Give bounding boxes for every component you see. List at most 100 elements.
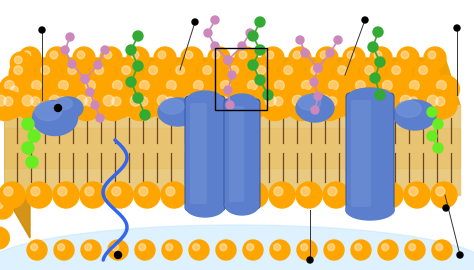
Circle shape [355, 187, 364, 196]
Circle shape [324, 240, 344, 260]
Circle shape [85, 187, 94, 196]
Circle shape [323, 182, 349, 208]
Circle shape [301, 97, 310, 106]
Ellipse shape [394, 100, 436, 130]
Circle shape [161, 92, 187, 118]
Circle shape [31, 80, 41, 90]
Circle shape [248, 31, 258, 41]
Circle shape [255, 75, 265, 85]
Circle shape [100, 47, 122, 69]
Polygon shape [5, 58, 460, 105]
Circle shape [350, 182, 376, 208]
Circle shape [428, 51, 436, 59]
Circle shape [265, 95, 276, 106]
Circle shape [112, 97, 121, 106]
Circle shape [10, 86, 18, 94]
Circle shape [316, 47, 338, 69]
Circle shape [296, 75, 324, 103]
Circle shape [161, 182, 187, 208]
Circle shape [255, 17, 265, 27]
Circle shape [328, 97, 337, 106]
Circle shape [4, 97, 13, 106]
Circle shape [233, 89, 264, 120]
Ellipse shape [227, 94, 257, 112]
Circle shape [377, 75, 405, 103]
Circle shape [130, 95, 141, 106]
Circle shape [133, 61, 143, 71]
Circle shape [0, 182, 25, 208]
Circle shape [427, 95, 438, 106]
Circle shape [73, 47, 95, 69]
Circle shape [247, 80, 257, 90]
Circle shape [26, 92, 52, 118]
Circle shape [362, 17, 368, 23]
Circle shape [235, 47, 257, 69]
Circle shape [289, 47, 311, 69]
Circle shape [211, 42, 219, 50]
Circle shape [248, 60, 258, 70]
Circle shape [346, 95, 357, 106]
Circle shape [80, 182, 106, 208]
Circle shape [28, 130, 40, 142]
Circle shape [347, 51, 355, 59]
Circle shape [181, 47, 203, 69]
Circle shape [206, 89, 237, 120]
Circle shape [193, 97, 202, 106]
Circle shape [274, 187, 283, 196]
Circle shape [44, 89, 74, 120]
Circle shape [80, 75, 109, 103]
Circle shape [203, 66, 211, 75]
Circle shape [81, 240, 101, 260]
Circle shape [139, 97, 148, 106]
Circle shape [427, 131, 437, 141]
Circle shape [0, 197, 13, 219]
Circle shape [193, 244, 200, 251]
Circle shape [246, 244, 254, 251]
Circle shape [0, 95, 6, 106]
Circle shape [355, 97, 364, 106]
Circle shape [188, 75, 216, 103]
Circle shape [112, 244, 118, 251]
Circle shape [166, 97, 175, 106]
Circle shape [404, 182, 430, 208]
Circle shape [107, 182, 133, 208]
Circle shape [139, 244, 146, 251]
Circle shape [85, 244, 91, 251]
Circle shape [424, 47, 446, 69]
Circle shape [41, 66, 50, 75]
Circle shape [301, 187, 310, 196]
FancyBboxPatch shape [185, 96, 225, 211]
Circle shape [409, 244, 416, 251]
Bar [5, 105, 460, 195]
Circle shape [242, 75, 270, 103]
Circle shape [350, 92, 376, 118]
Circle shape [211, 16, 219, 24]
Circle shape [383, 80, 392, 90]
Circle shape [269, 75, 297, 103]
Circle shape [226, 101, 234, 109]
Circle shape [433, 143, 443, 153]
Circle shape [152, 89, 182, 120]
Circle shape [431, 75, 459, 103]
Ellipse shape [187, 91, 223, 109]
Circle shape [355, 244, 362, 251]
Circle shape [394, 89, 426, 120]
Circle shape [39, 27, 45, 33]
Circle shape [131, 51, 139, 59]
Circle shape [49, 95, 60, 106]
Circle shape [154, 47, 176, 69]
Circle shape [139, 187, 148, 196]
Circle shape [27, 75, 55, 103]
Circle shape [85, 80, 95, 90]
Circle shape [107, 75, 136, 103]
Circle shape [80, 92, 106, 118]
Circle shape [220, 80, 230, 90]
Circle shape [319, 95, 330, 106]
Circle shape [311, 106, 319, 114]
Circle shape [198, 61, 223, 86]
Circle shape [53, 92, 79, 118]
Circle shape [22, 95, 33, 106]
Circle shape [313, 89, 345, 120]
Circle shape [166, 80, 176, 90]
Circle shape [247, 97, 256, 106]
